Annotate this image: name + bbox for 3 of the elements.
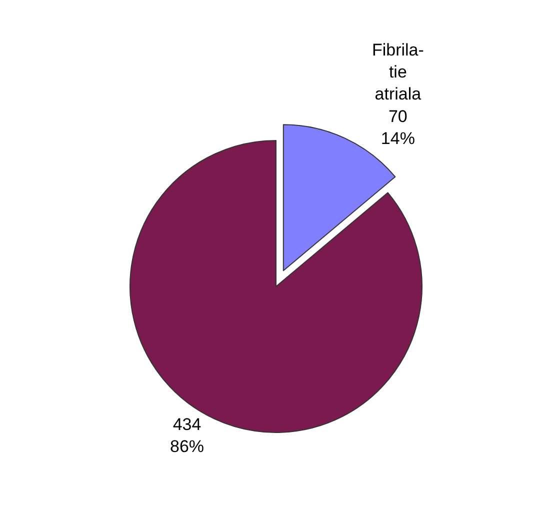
slice-label: Fibrila- tie atriala	[372, 40, 424, 104]
data-label: 70 14%	[380, 106, 415, 148]
data-label: 434 86%	[170, 415, 204, 456]
